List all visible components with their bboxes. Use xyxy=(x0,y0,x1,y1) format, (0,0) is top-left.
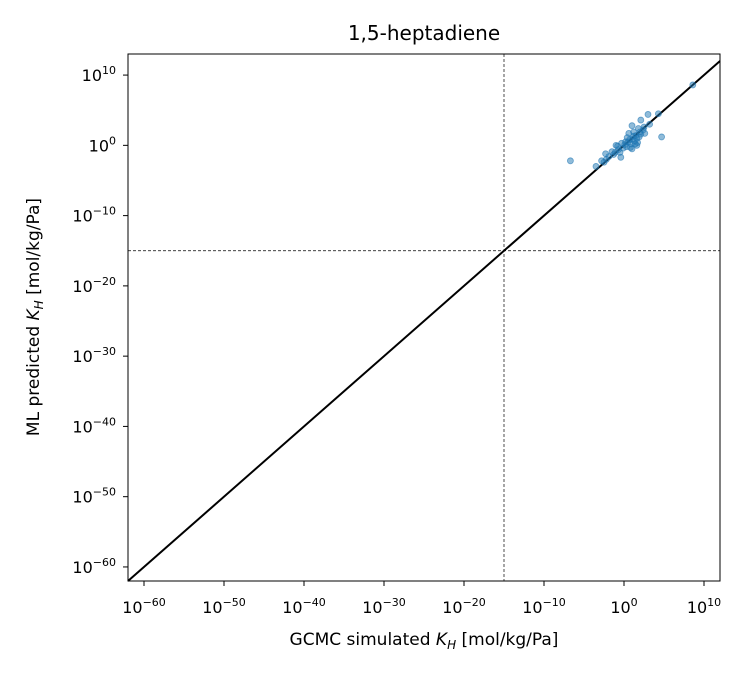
data-point xyxy=(635,125,642,132)
y-axis-label: ML predicted KH [mol/kg/Pa] xyxy=(24,198,46,436)
data-point xyxy=(689,81,697,89)
data-point xyxy=(628,122,636,130)
data-point xyxy=(646,120,653,128)
x-tick-label: 10−30 xyxy=(362,596,406,617)
data-point xyxy=(655,110,662,118)
data-point xyxy=(630,128,637,136)
x-tick-label: 1010 xyxy=(687,596,721,617)
data-point xyxy=(633,134,641,142)
x-axis-label: GCMC simulated KH [mol/kg/Pa] xyxy=(290,630,559,652)
y-tick-label: 10−60 xyxy=(72,556,116,577)
plot-frame xyxy=(127,53,721,582)
y-axis-ticks: 10−60 10−50 10−40 10−30 10−20 10−10 100 1010 xyxy=(72,64,128,577)
x-tick-label: 10−10 xyxy=(522,596,566,617)
data-point xyxy=(623,134,631,142)
y-tick-label: 10−50 xyxy=(72,486,116,507)
y-tick-label: 1010 xyxy=(82,64,116,85)
data-point xyxy=(614,142,621,150)
data-point xyxy=(644,111,652,118)
data-point xyxy=(637,116,645,124)
y-tick-label: 100 xyxy=(89,134,116,155)
data-point xyxy=(611,148,619,156)
data-point xyxy=(602,150,609,158)
data-point xyxy=(567,157,574,165)
y-tick-label: 10−40 xyxy=(72,415,116,436)
x-axis-ticks: 10−60 10−50 10−40 10−30 10−20 10−10 100 1010 xyxy=(122,581,721,617)
x-tick-label: 100 xyxy=(610,596,637,617)
data-point xyxy=(617,153,625,161)
chart-title: 1,5-heptadiene xyxy=(348,21,500,45)
data-points xyxy=(567,81,697,170)
data-point xyxy=(627,144,634,151)
data-point xyxy=(598,157,605,165)
x-tick-label: 10−20 xyxy=(442,596,486,617)
x-tick-label: 10−40 xyxy=(282,596,326,617)
y-tick-label: 10−30 xyxy=(72,345,116,366)
data-point xyxy=(641,130,649,137)
y-tick-label: 10−20 xyxy=(72,275,116,296)
data-point xyxy=(658,133,665,141)
data-point xyxy=(631,140,639,148)
data-point xyxy=(592,163,600,170)
x-tick-label: 10−50 xyxy=(202,596,246,617)
x-tick-label: 10−60 xyxy=(122,596,166,617)
threshold-lines xyxy=(128,54,720,581)
y-tick-label: 10−10 xyxy=(72,205,116,226)
